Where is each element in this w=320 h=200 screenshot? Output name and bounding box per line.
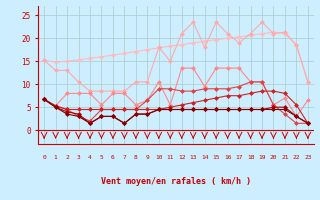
X-axis label: Vent moyen/en rafales ( km/h ): Vent moyen/en rafales ( km/h )	[101, 177, 251, 186]
